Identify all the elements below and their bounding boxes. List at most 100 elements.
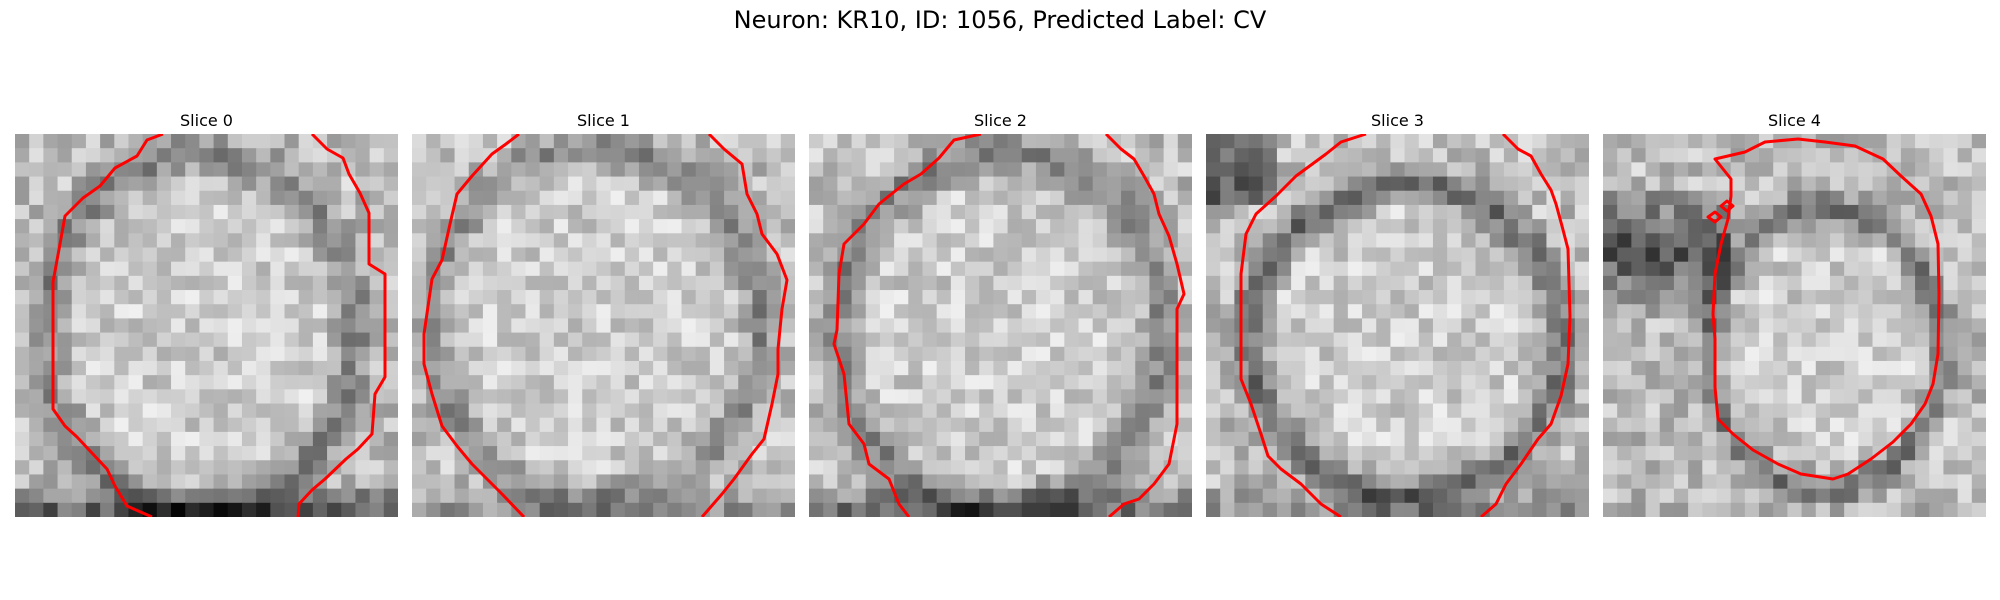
image-pixel xyxy=(284,417,300,433)
image-pixel xyxy=(114,346,130,362)
image-pixel xyxy=(497,318,512,334)
image-pixel xyxy=(610,162,626,178)
image-pixel xyxy=(426,219,441,234)
image-pixel xyxy=(227,176,243,192)
image-pixel xyxy=(766,474,782,490)
image-pixel xyxy=(241,233,257,249)
image-pixel xyxy=(1872,346,1888,362)
image-pixel xyxy=(298,332,314,348)
image-pixel xyxy=(85,346,101,362)
image-pixel xyxy=(1291,290,1306,305)
image-pixel xyxy=(1021,446,1037,461)
image-pixel xyxy=(312,304,328,320)
image-pixel xyxy=(1276,431,1292,447)
image-pixel xyxy=(922,275,938,291)
image-pixel xyxy=(1347,446,1363,461)
image-pixel xyxy=(1347,275,1363,291)
image-pixel xyxy=(1035,403,1051,419)
image-pixel xyxy=(256,431,271,447)
image-pixel xyxy=(1759,431,1774,447)
slice-title-1: Slice 1 xyxy=(577,111,630,130)
image-pixel xyxy=(1730,360,1746,376)
image-pixel xyxy=(1518,190,1533,206)
image-pixel xyxy=(638,190,654,206)
image-pixel xyxy=(1688,162,1703,178)
image-pixel xyxy=(894,389,909,405)
image-pixel xyxy=(809,502,824,517)
image-pixel xyxy=(312,148,328,163)
image-pixel xyxy=(43,488,59,504)
image-pixel xyxy=(1574,360,1589,376)
image-pixel xyxy=(610,375,626,390)
image-pixel xyxy=(1121,247,1136,263)
image-pixel xyxy=(1546,247,1562,263)
image-pixel xyxy=(1347,417,1363,433)
image-pixel xyxy=(1347,233,1363,249)
image-pixel xyxy=(1702,389,1718,405)
image-pixel xyxy=(1489,304,1505,320)
image-pixel xyxy=(71,233,87,249)
image-pixel xyxy=(638,148,654,163)
image-pixel xyxy=(497,247,512,263)
image-pixel xyxy=(213,162,229,178)
image-pixel xyxy=(185,134,201,149)
image-pixel xyxy=(610,474,626,490)
image-pixel xyxy=(1518,332,1533,348)
image-pixel xyxy=(1319,446,1335,461)
image-pixel xyxy=(43,219,59,234)
image-pixel xyxy=(1021,304,1037,320)
image-pixel xyxy=(1291,275,1306,291)
image-pixel xyxy=(156,134,172,149)
image-pixel xyxy=(638,176,654,192)
image-pixel xyxy=(171,403,186,419)
image-pixel xyxy=(1801,360,1817,376)
image-pixel xyxy=(1673,219,1689,234)
image-pixel xyxy=(865,162,881,178)
image-pixel xyxy=(1149,261,1165,277)
image-pixel xyxy=(1659,502,1675,517)
image-pixel xyxy=(823,318,838,334)
image-pixel xyxy=(1900,332,1916,348)
image-pixel xyxy=(1673,318,1689,334)
image-pixel xyxy=(1659,446,1675,461)
image-pixel xyxy=(1787,474,1803,490)
image-pixel xyxy=(596,275,612,291)
image-pixel xyxy=(695,360,711,376)
image-pixel xyxy=(1220,261,1235,277)
image-pixel xyxy=(1050,233,1065,249)
image-pixel xyxy=(1021,134,1037,149)
image-pixel xyxy=(468,346,484,362)
image-pixel xyxy=(1744,389,1760,405)
image-pixel xyxy=(369,148,385,163)
image-pixel xyxy=(922,148,938,163)
image-pixel xyxy=(809,219,824,234)
image-pixel xyxy=(837,304,853,320)
image-pixel xyxy=(1872,389,1888,405)
image-pixel xyxy=(412,134,427,149)
image-pixel xyxy=(1206,332,1221,348)
image-pixel xyxy=(1262,318,1278,334)
image-pixel xyxy=(1659,318,1675,334)
image-pixel xyxy=(511,474,527,490)
image-pixel xyxy=(284,148,300,163)
image-pixel xyxy=(624,417,640,433)
image-pixel xyxy=(383,318,398,334)
image-pixel xyxy=(1461,332,1477,348)
image-pixel xyxy=(185,190,201,206)
image-pixel xyxy=(1801,148,1817,163)
image-pixel xyxy=(1092,204,1108,220)
image-pixel xyxy=(1730,417,1746,433)
image-pixel xyxy=(766,431,782,447)
image-pixel xyxy=(1291,488,1306,504)
image-pixel xyxy=(1730,375,1746,390)
image-pixel xyxy=(1886,304,1902,320)
image-pixel xyxy=(1673,417,1689,433)
image-pixel xyxy=(539,290,555,305)
image-pixel xyxy=(653,375,668,390)
image-pixel xyxy=(1829,446,1845,461)
image-pixel xyxy=(454,219,470,234)
image-pixel xyxy=(653,446,668,461)
image-pixel xyxy=(1021,417,1037,433)
image-pixel xyxy=(1149,233,1165,249)
image-pixel xyxy=(638,247,654,263)
